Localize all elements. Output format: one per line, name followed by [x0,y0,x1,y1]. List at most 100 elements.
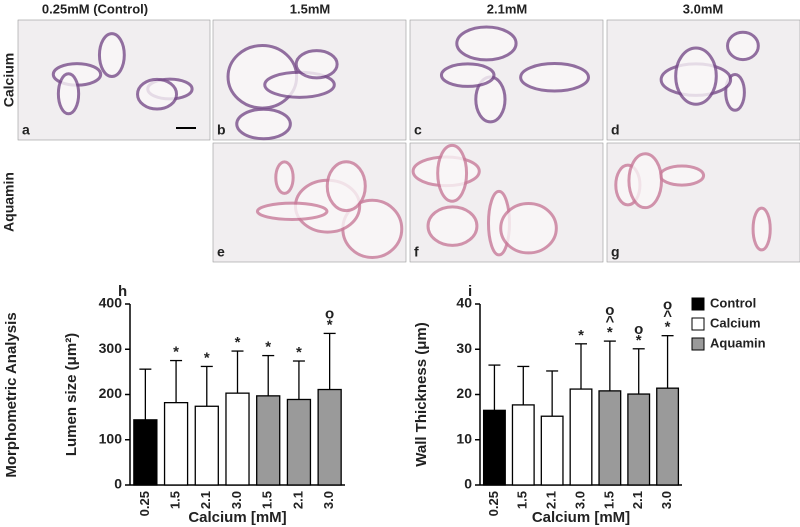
significance-mark: * [665,319,671,336]
significance-mark: o [325,305,334,322]
bar [598,390,622,486]
y-tick-label: 40 [456,295,472,311]
bar [317,388,342,486]
tissue [751,206,772,252]
significance-mark: o [634,321,643,338]
bar [482,409,506,486]
legend-label: Aquamin [710,335,766,350]
x-tick-label: 0.25 [137,491,152,516]
legend-label: Calcium [710,315,761,330]
tissue [274,160,295,195]
legend-swatch [691,297,705,311]
x-tick-label: 3.0 [229,491,244,509]
panel-letter: h [118,283,127,300]
tissue [56,72,81,116]
x-tick-label: 2.1 [630,491,645,509]
bar [163,401,189,486]
x-axis-label: Calcium [mM] [188,509,286,526]
tissue [439,62,496,88]
significance-mark: * [235,334,241,351]
x-tick-label: 1.5 [168,491,183,509]
tissue [426,205,479,247]
x-tick-label: 1.5 [601,491,616,509]
y-tick-label: 0 [114,476,122,492]
x-tick-label: 1.5 [515,491,530,509]
tissue [658,164,706,187]
bar [511,404,535,486]
column-header: 2.1mM [487,1,527,16]
y-tick-label: 400 [99,295,123,311]
significance-mark: * [173,344,179,361]
tissue [674,46,718,106]
y-tick-label: 300 [99,340,123,356]
legend-swatch [691,317,705,331]
tissue [97,32,126,78]
significance-mark: * [636,332,642,349]
panel-letter: c [414,122,422,138]
significance-mark: * [327,316,333,333]
panel-letter: d [611,122,620,138]
tissue [294,49,339,80]
tissue [726,30,760,62]
column-header: 0.25mM (Control) [42,1,148,16]
tissue [136,77,179,111]
x-tick-label: 3.0 [321,491,336,509]
y-tick-label: 10 [456,430,472,446]
x-tick-label: 3.0 [659,491,674,509]
panel-letter: f [414,244,419,260]
bar [656,387,680,486]
y-tick-label: 20 [456,385,472,401]
panel-letter: a [22,122,30,138]
legend-label: Control [710,295,756,310]
tissue [235,107,292,141]
significance-mark: o [605,302,614,319]
tissue [255,201,329,221]
y-tick-label: 200 [99,385,123,401]
bar [194,405,219,486]
x-tick-label: 2.1 [290,491,305,509]
tissue [436,143,469,203]
panel-letter: e [217,244,225,260]
x-tick-label: 1.5 [260,491,275,509]
significance-mark: ^ [663,308,672,325]
significance-mark: * [204,349,210,366]
column-header: 3.0mM [683,1,723,16]
tissue [627,152,663,210]
significance-mark: o [663,297,672,314]
y-tick-label: 0 [464,476,472,492]
x-tick-label: 0.25 [486,491,501,516]
significance-mark: * [578,327,584,344]
significance-mark: * [607,324,613,341]
x-tick-label: 2.1 [198,491,213,509]
y-axis-label: Lumen size (μm²) [63,333,80,456]
significance-mark: * [265,339,271,356]
x-tick-label: 3.0 [572,491,587,509]
panel-letter: b [217,122,226,138]
x-tick-label: 2.1 [544,491,559,509]
y-tick-label: 30 [456,340,472,356]
tissue [519,62,591,93]
significance-mark: ^ [605,313,614,330]
bar [286,398,312,486]
y-tick-label: 100 [99,430,123,446]
panel-letter: i [468,283,472,300]
bar [256,395,281,486]
legend-swatch [691,337,705,351]
bar [627,393,651,486]
column-header: 1.5mM [290,1,330,16]
panel-letter: g [611,244,620,260]
bar [540,415,564,486]
bar [133,419,158,486]
row-label: Aquamin [1,172,17,232]
bar [225,392,250,486]
bar [569,388,593,486]
section-label: Morphometric Analysis [3,312,20,477]
x-axis-label: Calcium [mM] [532,509,630,526]
y-axis-label: Wall Thickness (μm) [413,322,430,467]
tissue [325,160,367,213]
tissue [455,25,518,62]
significance-mark: * [296,344,302,361]
row-label: Calcium [1,53,17,107]
tissue [499,201,558,255]
